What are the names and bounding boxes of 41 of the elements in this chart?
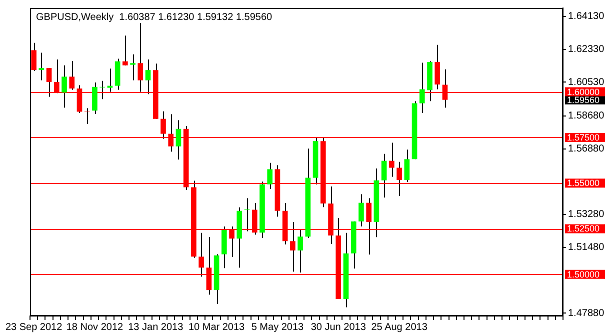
x-tick-label: 5 May 2013 [251, 322, 304, 333]
candlestick [107, 68, 113, 92]
x-tick-label: 18 Nov 2012 [66, 322, 124, 333]
y-tick-label: 1.47880 [568, 308, 605, 319]
candlestick [38, 52, 44, 81]
candlestick [130, 54, 136, 81]
x-tick-label: 13 Jan 2013 [128, 322, 184, 333]
candlestick [358, 194, 364, 227]
ref-line-label: 1.60000 [567, 86, 600, 97]
candlestick [92, 82, 98, 114]
candlestick [404, 149, 410, 182]
y-tick-label: 1.53280 [568, 209, 605, 220]
candlestick [122, 35, 128, 66]
candlestick [145, 58, 151, 95]
y-tick-label: 1.51480 [568, 242, 605, 254]
ref-line-label: 1.57500 [567, 132, 600, 142]
candlestick [419, 62, 425, 114]
candlestick [434, 44, 440, 90]
candlestick [100, 80, 105, 100]
candlestick [62, 64, 67, 108]
candlestick [176, 120, 182, 160]
y-tick-label: 1.58680 [568, 110, 605, 122]
candlestick [69, 60, 75, 90]
y-tick-label: 1.56880 [568, 144, 605, 155]
candlestick [267, 162, 273, 190]
candlestick [381, 153, 387, 198]
x-tick-label: 23 Sep 2012 [5, 322, 63, 333]
chart-title: GBPUSD,Weekly 1.60387 1.61230 1.59132 1.59560 [36, 12, 273, 23]
candlestick [84, 108, 90, 124]
candlestick [389, 142, 394, 178]
ref-line-label: 1.55000 [567, 178, 600, 188]
ref-line-label: 1.52500 [567, 224, 600, 234]
x-tick-label: 10 Mar 2013 [188, 322, 246, 333]
x-tick-label: 25 Aug 2013 [371, 322, 428, 333]
candlestick [298, 228, 303, 274]
y-tick-label: 1.60530 [568, 76, 605, 88]
y-tick-label: 1.62330 [568, 44, 605, 56]
x-tick-label: 30 Jun 2013 [310, 322, 366, 333]
ref-line-label: 1.50000 [567, 269, 600, 280]
text: 1.59560 [567, 94, 600, 105]
y-tick-label: 1.64130 [568, 11, 605, 22]
